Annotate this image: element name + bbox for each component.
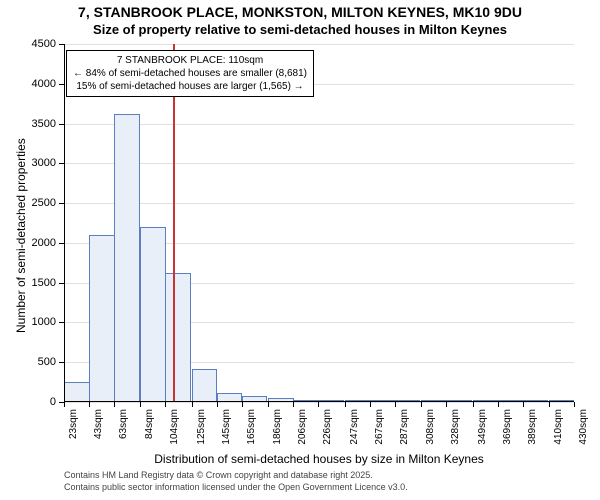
histogram-bar: [114, 114, 140, 402]
xtick-label: 430sqm: [578, 409, 589, 445]
xtick-label: 247sqm: [349, 409, 360, 445]
xtick-mark: [395, 402, 396, 407]
xtick-mark: [370, 402, 371, 407]
histogram-bar: [165, 273, 191, 402]
xtick-mark: [217, 402, 218, 407]
ytick-mark: [59, 322, 64, 323]
xtick-label: 389sqm: [527, 409, 538, 445]
xtick-label: 287sqm: [399, 409, 410, 445]
ytick-label: 4500: [0, 38, 56, 50]
histogram-bar: [140, 227, 166, 402]
ytick-mark: [59, 203, 64, 204]
ytick-mark: [59, 283, 64, 284]
xtick-mark: [192, 402, 193, 407]
xtick-mark: [89, 402, 90, 407]
xtick-mark: [114, 402, 115, 407]
gridline: [64, 124, 574, 125]
ytick-mark: [59, 163, 64, 164]
histogram-bar: [89, 235, 115, 402]
xtick-label: 186sqm: [272, 409, 283, 445]
xtick-mark: [64, 402, 65, 407]
xtick-mark: [268, 402, 269, 407]
ytick-label: 1000: [0, 316, 56, 328]
chart-title: 7, STANBROOK PLACE, MONKSTON, MILTON KEY…: [0, 4, 600, 20]
xtick-mark: [165, 402, 166, 407]
xtick-label: 63sqm: [118, 409, 129, 439]
xtick-mark: [318, 402, 319, 407]
gridline: [64, 203, 574, 204]
xtick-label: 165sqm: [246, 409, 257, 445]
xtick-label: 43sqm: [93, 409, 104, 439]
xtick-mark: [498, 402, 499, 407]
xtick-label: 226sqm: [322, 409, 333, 445]
ytick-label: 3500: [0, 118, 56, 130]
xtick-label: 328sqm: [450, 409, 461, 445]
ytick-label: 0: [0, 396, 56, 408]
footer-line-1: Contains HM Land Registry data © Crown c…: [64, 470, 373, 480]
xtick-mark: [473, 402, 474, 407]
xtick-label: 410sqm: [553, 409, 564, 445]
gridline: [64, 44, 574, 45]
xtick-mark: [345, 402, 346, 407]
xtick-label: 369sqm: [502, 409, 513, 445]
x-axis-label: Distribution of semi-detached houses by …: [64, 452, 574, 466]
xtick-mark: [140, 402, 141, 407]
y-axis: [64, 44, 65, 402]
xtick-mark: [421, 402, 422, 407]
xtick-mark: [574, 402, 575, 407]
footer-line-2: Contains public sector information licen…: [64, 482, 408, 492]
ytick-label: 4000: [0, 78, 56, 90]
gridline: [64, 163, 574, 164]
reference-line: [173, 44, 175, 402]
annotation-box: 7 STANBROOK PLACE: 110sqm ← 84% of semi-…: [66, 50, 314, 97]
xtick-label: 125sqm: [196, 409, 207, 445]
annotation-line-2: ← 84% of semi-detached houses are smalle…: [73, 67, 307, 80]
chart-subtitle: Size of property relative to semi-detach…: [0, 22, 600, 37]
xtick-mark: [523, 402, 524, 407]
xtick-mark: [293, 402, 294, 407]
xtick-mark: [446, 402, 447, 407]
histogram-bar: [192, 369, 218, 402]
plot-area: [64, 44, 574, 402]
annotation-line-3: 15% of semi-detached houses are larger (…: [73, 80, 307, 93]
xtick-label: 206sqm: [297, 409, 308, 445]
ytick-label: 2000: [0, 237, 56, 249]
xtick-label: 84sqm: [144, 409, 155, 439]
histogram-bar: [64, 382, 90, 402]
ytick-mark: [59, 44, 64, 45]
xtick-label: 267sqm: [374, 409, 385, 445]
ytick-mark: [59, 124, 64, 125]
ytick-label: 500: [0, 356, 56, 368]
ytick-label: 2500: [0, 197, 56, 209]
xtick-mark: [242, 402, 243, 407]
xtick-label: 104sqm: [169, 409, 180, 445]
ytick-label: 3000: [0, 157, 56, 169]
ytick-mark: [59, 243, 64, 244]
ytick-label: 1500: [0, 277, 56, 289]
xtick-label: 349sqm: [477, 409, 488, 445]
chart-container: 7, STANBROOK PLACE, MONKSTON, MILTON KEY…: [0, 0, 600, 500]
xtick-label: 308sqm: [425, 409, 436, 445]
ytick-mark: [59, 84, 64, 85]
annotation-line-1: 7 STANBROOK PLACE: 110sqm: [73, 54, 307, 67]
ytick-mark: [59, 362, 64, 363]
xtick-label: 23sqm: [68, 409, 79, 439]
xtick-mark: [549, 402, 550, 407]
xtick-label: 145sqm: [221, 409, 232, 445]
